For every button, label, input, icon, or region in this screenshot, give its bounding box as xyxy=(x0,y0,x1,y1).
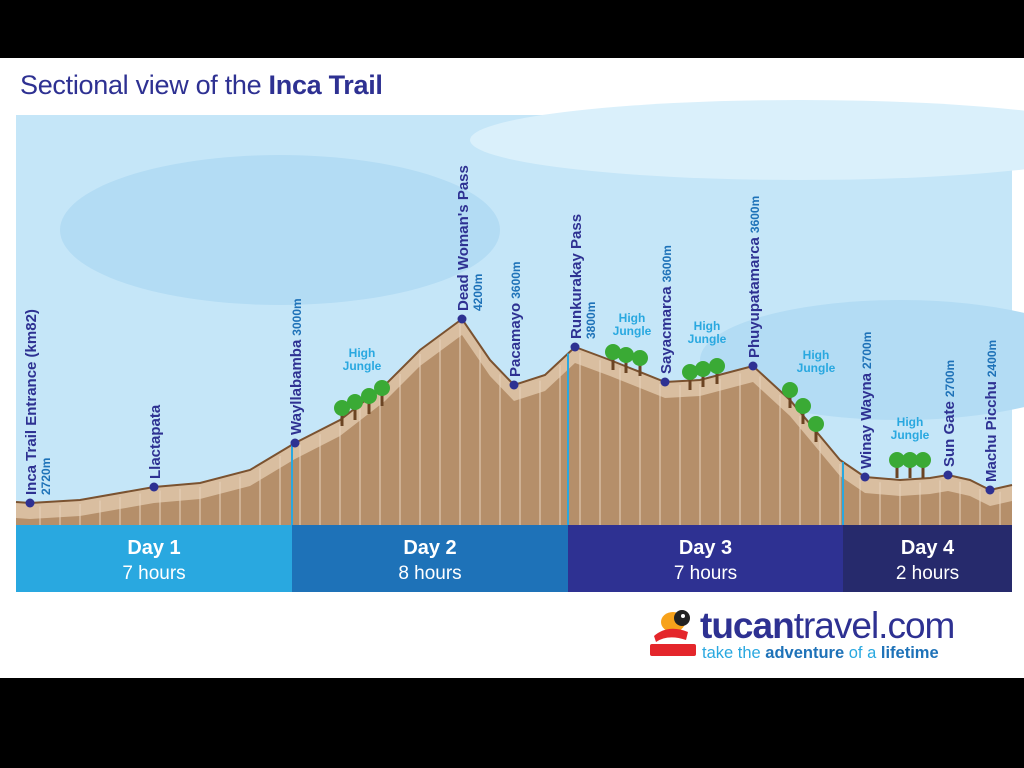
stop-marker xyxy=(290,438,300,448)
stop-label: Phuyupatamarca3600m xyxy=(746,196,763,358)
day-duration: 7 hours xyxy=(674,563,737,584)
stop-label: Wayllabamba3000m xyxy=(288,298,305,435)
tree-icon xyxy=(334,400,350,426)
tree-icon xyxy=(782,382,798,408)
tree-icon xyxy=(374,380,390,406)
tree-icon xyxy=(347,394,363,420)
trail-stop: Machu Picchu2400m xyxy=(983,340,1000,495)
day-duration: 8 hours xyxy=(398,563,461,584)
stop-marker xyxy=(860,472,870,482)
cloud xyxy=(700,300,1024,420)
tree-icon xyxy=(695,361,711,387)
day-segment: Day 2 8 hours xyxy=(292,525,568,592)
stop-marker xyxy=(660,377,670,387)
trail-line xyxy=(15,317,1013,505)
tree-icon xyxy=(795,398,811,424)
tree-icon xyxy=(808,416,824,442)
trail-stop: Winay Wayna2700m xyxy=(858,332,875,482)
stop-marker xyxy=(25,498,35,508)
stop-label: Sayacmarca3600m xyxy=(658,245,675,374)
trail-stop: Sayacmarca3600m xyxy=(658,245,675,387)
day-duration: 2 hours xyxy=(896,563,959,584)
stop-label: Dead Woman's Pass4200m xyxy=(455,165,485,311)
stop-label: Machu Picchu2400m xyxy=(983,340,1000,482)
stop-label: Llactapata xyxy=(147,404,164,479)
day-label: Day 3 xyxy=(679,537,732,559)
tree-icon xyxy=(361,388,377,414)
trail-stop: Dead Woman's Pass4200m xyxy=(455,165,485,324)
stop-marker xyxy=(985,485,995,495)
stop-label: Pacamayo3600m xyxy=(507,261,524,377)
trail-stop: Llactapata xyxy=(147,404,164,492)
stop-marker xyxy=(509,380,519,390)
inca-trail-infographic: Sectional view of the Inca Trail High Jun… xyxy=(0,58,1024,678)
day-label: Day 2 xyxy=(403,537,456,559)
zone-label: High Jungle xyxy=(891,415,930,442)
stop-label: Inca Trail Entrance (km82)2720m xyxy=(23,309,53,495)
trail-stop: Wayllabamba3000m xyxy=(288,298,305,448)
tree-icon xyxy=(889,452,905,478)
tree-icon xyxy=(682,364,698,390)
day-label: Day 1 xyxy=(127,537,180,559)
tree-icon xyxy=(915,452,931,478)
tree-icon xyxy=(605,344,621,370)
page-title: Sectional view of the Inca Trail xyxy=(20,70,383,100)
stop-marker xyxy=(943,470,953,480)
day-label: Day 4 xyxy=(901,537,955,559)
stop-marker xyxy=(457,314,467,324)
tagline: take the adventure of a lifetime xyxy=(702,644,939,662)
trail-stop: Runkurakay Pass3800m xyxy=(568,214,598,352)
tucan-travel-logo: tucantravel.com take the adventure of a … xyxy=(648,606,1018,666)
stop-marker xyxy=(570,342,580,352)
trail-stop: Sun Gate2700m xyxy=(941,360,958,480)
tree-icon xyxy=(632,350,648,376)
tree-icon xyxy=(618,347,634,373)
stop-marker xyxy=(748,361,758,371)
tree-icon xyxy=(709,358,725,384)
day-duration: 7 hours xyxy=(122,563,185,584)
stop-label: Runkurakay Pass3800m xyxy=(568,214,598,339)
brand-name: tucantravel.com xyxy=(700,605,955,646)
zone-label: High Jungle xyxy=(688,319,727,346)
cloud xyxy=(60,155,500,305)
zone-label: High Jungle xyxy=(797,348,836,375)
stop-marker xyxy=(149,482,159,492)
elevation-profile: High Jungle High Jungle High Jungle High Jungle… xyxy=(15,100,1024,592)
day-segment: Day 1 7 hours xyxy=(16,525,292,592)
zone-label: High Jungle xyxy=(613,311,652,338)
day-segment: Day 3 7 hours xyxy=(568,525,843,592)
day-segment: Day 4 2 hours xyxy=(843,525,1012,592)
toucan-logo-icon xyxy=(650,610,696,656)
trail-stop: Pacamayo3600m xyxy=(507,261,524,390)
zone-label: High Jungle xyxy=(343,346,382,373)
trail-stop: Phuyupatamarca3600m xyxy=(746,196,763,371)
stop-label: Winay Wayna2700m xyxy=(858,332,875,469)
cloud xyxy=(470,100,1024,180)
terrain-highlight xyxy=(16,319,1012,519)
trail-stop: Inca Trail Entrance (km82)2720m xyxy=(23,309,53,508)
stop-label: Sun Gate2700m xyxy=(941,360,958,467)
tree-icon xyxy=(902,452,918,478)
